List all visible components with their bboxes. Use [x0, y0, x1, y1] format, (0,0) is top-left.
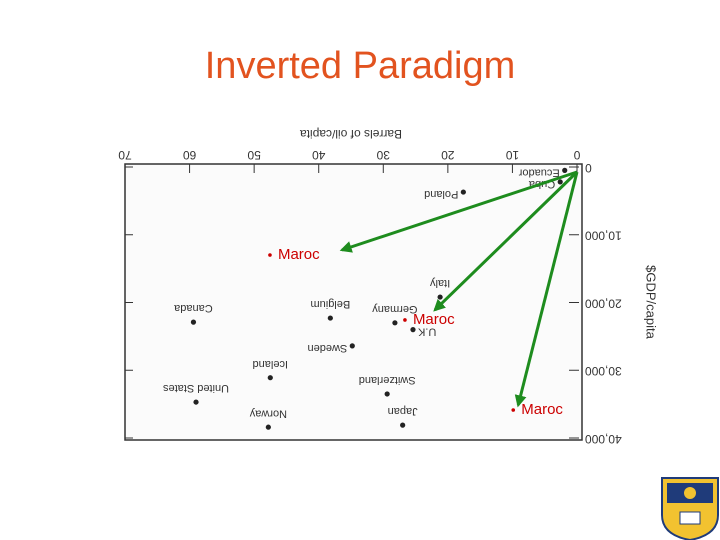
- annotation-arrow: [514, 171, 579, 408]
- x-tick-label: 0: [573, 148, 580, 162]
- plot-frame: [124, 163, 583, 441]
- point-label: Italy: [430, 277, 451, 289]
- point: [193, 399, 199, 405]
- annotation-arrow: [433, 170, 579, 312]
- slide-title: Inverted Paradigm: [205, 45, 516, 87]
- x-tick-label: 60: [183, 148, 197, 162]
- point: [557, 179, 563, 185]
- y-tick-label: 40,000: [585, 432, 622, 446]
- annotation-label: Maroc: [521, 401, 563, 418]
- x-tick-label: 20: [441, 148, 455, 162]
- point: [562, 167, 568, 173]
- point: [190, 319, 197, 325]
- point: [384, 391, 390, 397]
- point-label: Canada: [173, 302, 212, 314]
- annotation-bullet: [268, 253, 272, 257]
- annotation-label: Maroc: [413, 311, 455, 328]
- logo-sun: [684, 487, 696, 499]
- y-axis-label: $GDP/capita: [644, 265, 659, 339]
- point-label: Japan: [388, 405, 418, 417]
- annotation-label: Maroc: [278, 246, 320, 263]
- point: [349, 343, 355, 349]
- point: [265, 424, 271, 430]
- point-label: Sweden: [308, 342, 348, 354]
- point-label: Switzerland: [359, 374, 416, 386]
- point: [267, 375, 273, 381]
- point-label: Belgium: [310, 298, 350, 310]
- annotation-arrow: [339, 170, 578, 253]
- y-tick-label: 30,000: [585, 364, 622, 378]
- logo: [661, 477, 719, 540]
- point: [327, 315, 333, 321]
- logo-book: [679, 511, 701, 525]
- y-tick-label: 10,000: [585, 229, 622, 243]
- point: [400, 422, 406, 428]
- point: [460, 189, 466, 195]
- point-label: Ecuador: [518, 166, 559, 178]
- x-tick-label: 40: [312, 148, 326, 162]
- point-label: Iceland: [253, 358, 288, 370]
- point: [410, 327, 416, 333]
- y-tick-label: 20,000: [585, 296, 622, 310]
- point-label: Germany: [372, 303, 418, 315]
- point: [392, 320, 398, 326]
- x-tick-label: 70: [118, 148, 132, 162]
- x-tick-label: 30: [376, 148, 390, 162]
- point-label: United States: [163, 382, 230, 394]
- point: [437, 294, 443, 300]
- point-label: U.K: [417, 326, 436, 338]
- x-tick-label: 10: [505, 148, 519, 162]
- x-tick-label: 50: [247, 148, 261, 162]
- annotation-bullet: [403, 318, 407, 322]
- x-axis-label: Barrels of oil/capita: [300, 127, 402, 141]
- point-label: Norway: [249, 407, 287, 419]
- point-label: Poland: [424, 188, 458, 200]
- y-tick-label: 0: [585, 161, 592, 175]
- annotation-bullet: [511, 408, 516, 412]
